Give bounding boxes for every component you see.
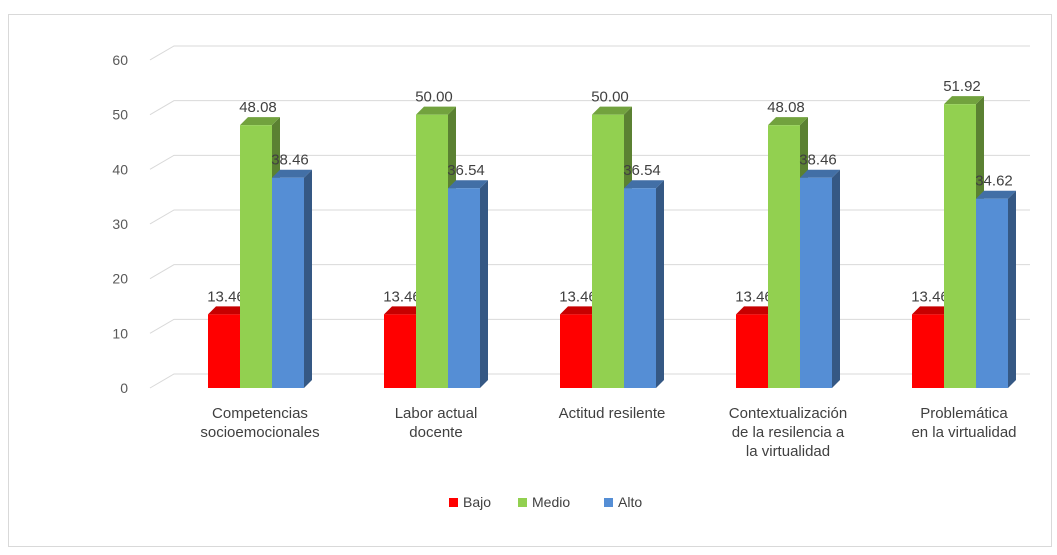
data-label: 51.92 (943, 78, 981, 95)
legend: Bajo Medio Alto (449, 494, 642, 510)
bar-top (592, 106, 632, 115)
y-tick-label: 50 (112, 107, 128, 123)
gridline (149, 209, 1030, 225)
bar-alto (976, 190, 1016, 388)
bar-front (800, 177, 832, 388)
x-tick-label: Problemática en la virtualidad (911, 405, 1016, 441)
bar-top (624, 180, 664, 189)
chart-frame (8, 14, 1052, 547)
data-label: 13.46 (911, 288, 949, 305)
data-label: 13.46 (207, 288, 245, 305)
bar-top (560, 306, 600, 315)
bar-front (736, 314, 768, 388)
bar-top (272, 169, 312, 178)
bar-front (944, 104, 976, 389)
gridline (149, 154, 1030, 170)
bar-side (304, 169, 312, 388)
bar-alto (272, 169, 312, 388)
y-tick-label: 0 (120, 380, 128, 396)
data-label: 38.46 (799, 152, 837, 169)
x-tick-label: Actitud resilente (559, 405, 666, 422)
bar-front (208, 314, 240, 388)
data-label: 50.00 (591, 89, 629, 106)
bar-side (480, 180, 488, 388)
gridline (149, 45, 1030, 61)
bar-front (768, 125, 800, 388)
legend-item-alto: Alto (604, 494, 642, 510)
bar-top (240, 117, 280, 126)
bar-side (656, 180, 664, 388)
y-tick-label: 10 (112, 325, 128, 341)
data-label: 36.54 (447, 162, 485, 179)
bar-side (1008, 190, 1016, 388)
gridline (149, 264, 1030, 280)
bar-top (384, 306, 424, 315)
x-tick-label: Labor actual docente (395, 405, 478, 441)
x-tick-label: Competencias socioemocionales (200, 405, 319, 441)
data-label: 34.62 (975, 173, 1013, 190)
bar-front (624, 188, 656, 388)
legend-swatch (604, 498, 613, 507)
bar-front (912, 314, 944, 388)
bar-top (208, 306, 248, 315)
bar-top (912, 306, 952, 315)
legend-item-medio: Medio (518, 494, 570, 510)
data-label: 48.08 (239, 99, 277, 116)
bar-alto (448, 180, 488, 388)
bar-top (944, 96, 984, 105)
bar-top (768, 117, 808, 126)
legend-item-bajo: Bajo (449, 494, 491, 510)
bar-top (976, 190, 1016, 199)
bar-front (976, 198, 1008, 388)
data-label: 36.54 (623, 162, 661, 179)
y-tick-label: 30 (112, 216, 128, 232)
legend-label: Alto (618, 494, 642, 510)
legend-swatch (518, 498, 527, 507)
bar-front (560, 314, 592, 388)
data-label: 13.46 (559, 288, 597, 305)
bar-front (416, 114, 448, 389)
data-label: 38.46 (271, 152, 309, 169)
data-label: 48.08 (767, 99, 805, 116)
y-tick-label: 20 (112, 271, 128, 287)
bar-top (800, 169, 840, 178)
data-label: 13.46 (735, 288, 773, 305)
y-tick-label: 40 (112, 161, 128, 177)
x-tick-label: Contextualización de la resilencia a la vi… (729, 405, 847, 460)
bar-top (448, 180, 488, 189)
legend-label: Medio (532, 494, 570, 510)
bar-alto (624, 180, 664, 388)
legend-label: Bajo (463, 494, 491, 510)
gridline (149, 100, 1030, 116)
bar-top (416, 106, 456, 115)
y-tick-label: 60 (112, 52, 128, 68)
bar-front (240, 125, 272, 388)
bar-front (592, 114, 624, 389)
legend-swatch (449, 498, 458, 507)
bar-alto (800, 169, 840, 388)
bar-front (272, 177, 304, 388)
data-label: 50.00 (415, 89, 453, 106)
bar-top (736, 306, 776, 315)
bar-front (384, 314, 416, 388)
bar-front (448, 188, 480, 388)
bar-side (832, 169, 840, 388)
data-label: 13.46 (383, 288, 421, 305)
